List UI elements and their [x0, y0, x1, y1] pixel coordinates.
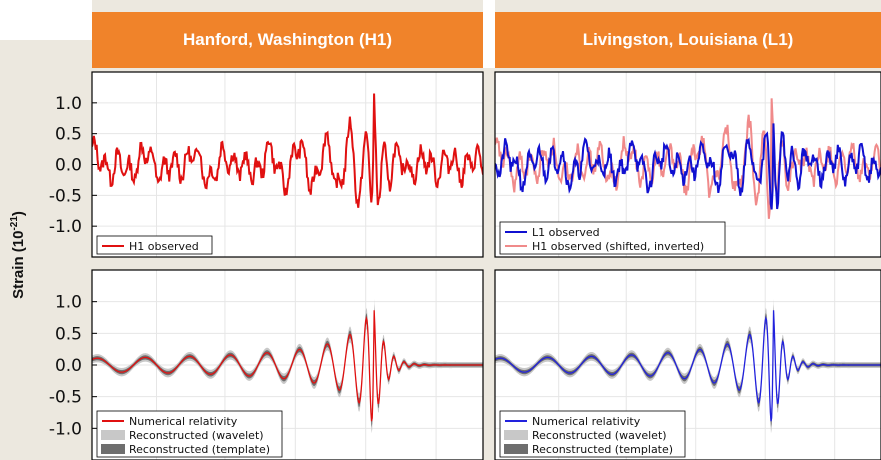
- y-tick-label: 1.0: [55, 293, 82, 313]
- series-numerical-relativity: [92, 310, 483, 422]
- legend-swatch-box: [504, 444, 528, 454]
- legend-box: [499, 221, 726, 255]
- legend-box: [96, 235, 213, 255]
- legend-label: H1 observed (shifted, inverted): [532, 240, 704, 253]
- y-tick-label: -1.0: [49, 419, 82, 439]
- y-tick-label: 0.0: [55, 156, 82, 176]
- y-tick-label: -1.0: [49, 217, 82, 237]
- header-hanford-label: Hanford, Washington (H1): [182, 30, 392, 49]
- header-livingston: Livingston, Louisiana (L1): [495, 12, 881, 68]
- legend-label: H1 observed: [129, 240, 199, 253]
- legend-swatch-box: [101, 430, 125, 440]
- y-tick-label: -0.5: [49, 388, 82, 408]
- header-livingston-label: Livingston, Louisiana (L1): [582, 30, 794, 49]
- plot-frame: [494, 71, 881, 258]
- series-numerical-relativity: [495, 310, 881, 422]
- series-l1-observed: [495, 123, 881, 210]
- legend-swatch-box: [504, 430, 528, 440]
- legend-label: L1 observed: [532, 226, 600, 239]
- panel-bottom-left: 1.00.50.0-0.5-1.0 Numerical relativityRec…: [49, 269, 484, 460]
- legend: H1 observed: [96, 235, 213, 255]
- y-tick-label: 1.0: [55, 94, 82, 114]
- legend-label: Numerical relativity: [532, 415, 641, 428]
- legend-label: Reconstructed (template): [532, 443, 673, 456]
- legend-label: Numerical relativity: [129, 415, 238, 428]
- legend-label: Reconstructed (wavelet): [129, 429, 264, 442]
- y-tick-label: 0.5: [55, 324, 82, 344]
- plot-frame: [494, 269, 881, 460]
- panel-top-left: 1.0 0.5 0.0 -0.5 -1.0 H1 observed: [49, 71, 484, 258]
- y-tick-label: 0.5: [55, 125, 82, 145]
- legend-box: [499, 410, 686, 458]
- header-hanford: Hanford, Washington (H1): [92, 12, 483, 68]
- legend-label: Reconstructed (template): [129, 443, 270, 456]
- series-h1-observed: [92, 93, 483, 208]
- y-tick-label: -0.5: [49, 186, 82, 206]
- legend-swatch-box: [101, 444, 125, 454]
- y-tick-label: 0.0: [55, 356, 82, 376]
- legend-box: [96, 410, 283, 458]
- legend-label: Reconstructed (wavelet): [532, 429, 667, 442]
